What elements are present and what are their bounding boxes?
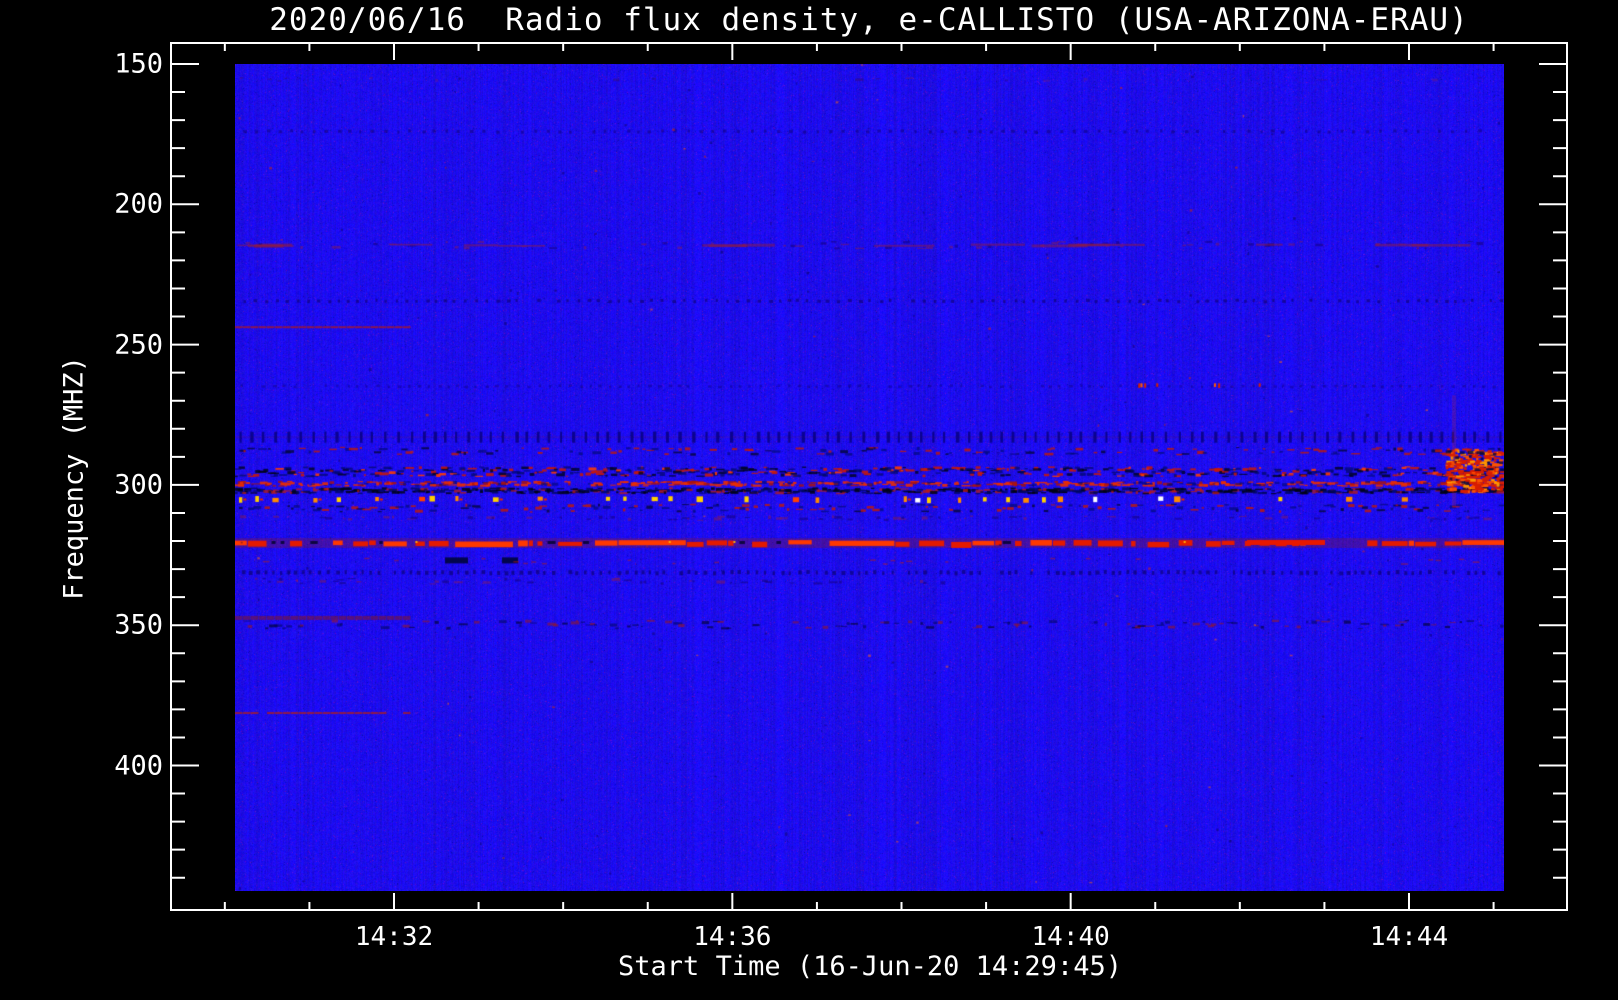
- y-tick-label-300: 300: [114, 469, 163, 501]
- x-tick-label-14:40: 14:40: [1031, 922, 1110, 952]
- x-tick-label-14:36: 14:36: [693, 922, 772, 952]
- y-tick-label-150: 150: [114, 48, 163, 80]
- y-tick-label-250: 250: [114, 329, 163, 361]
- x-axis-title: Start Time (16-Jun-20 14:29:45): [618, 951, 1122, 982]
- x-tick-label-14:44: 14:44: [1369, 922, 1449, 952]
- axis-ticks-path: [170, 42, 1568, 911]
- y-tick-label-350: 350: [114, 609, 163, 641]
- x-tick-label-14:32: 14:32: [354, 922, 434, 952]
- y-axis-title: Frequency (MHZ): [58, 356, 90, 600]
- chart-title: 2020/06/16 Radio flux density, e-CALLIST…: [269, 2, 1469, 38]
- y-tick-label-200: 200: [114, 188, 163, 220]
- y-tick-label-400: 400: [114, 750, 163, 781]
- spectrogram-canvas: [235, 64, 1504, 891]
